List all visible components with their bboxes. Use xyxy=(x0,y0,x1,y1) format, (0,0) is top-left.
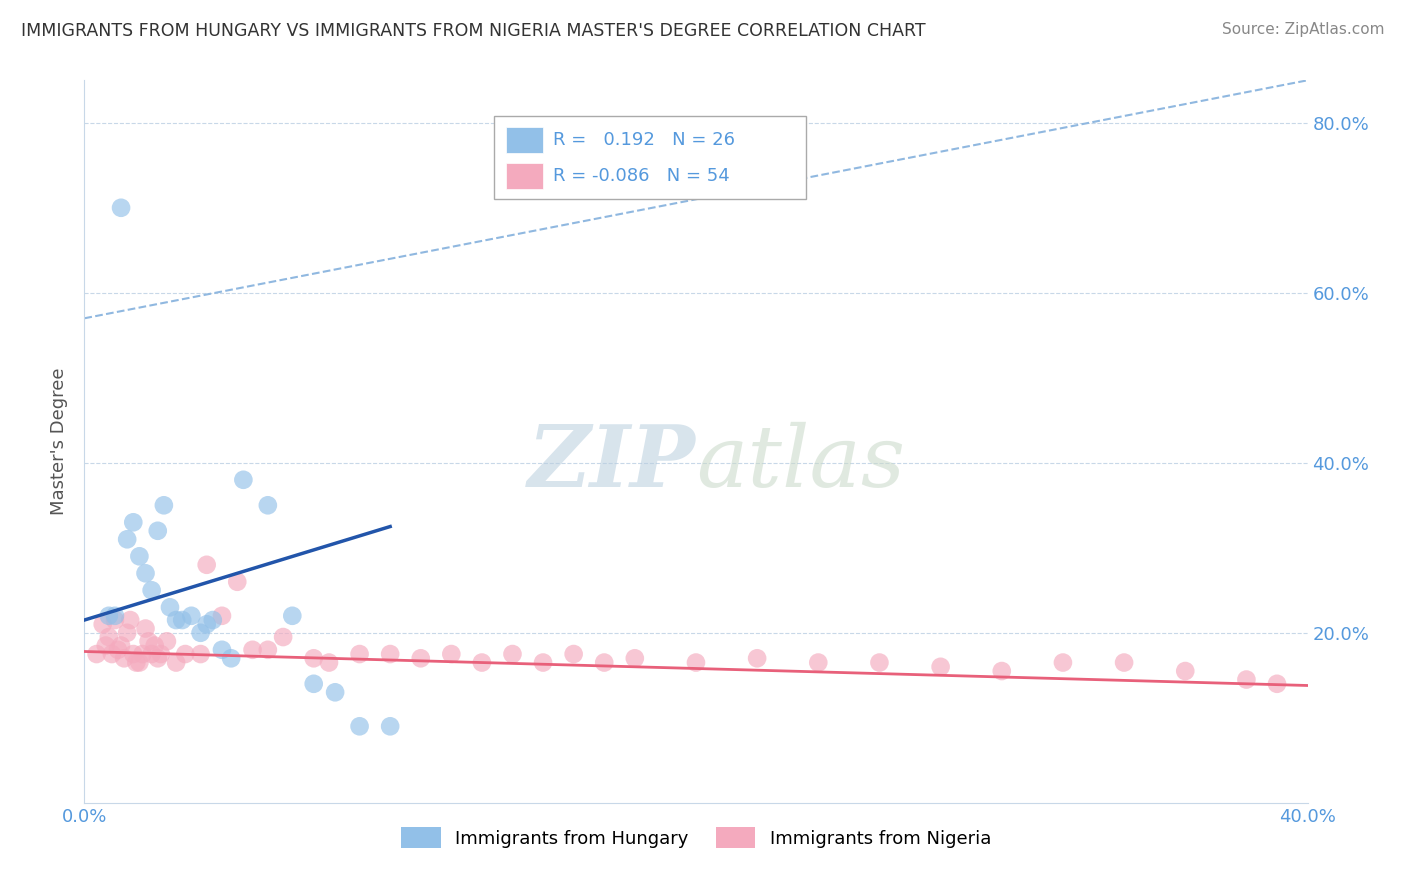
Point xyxy=(128,656,150,670)
FancyBboxPatch shape xyxy=(506,163,543,189)
Point xyxy=(1265,677,1288,691)
Legend: Immigrants from Hungary, Immigrants from Nigeria: Immigrants from Hungary, Immigrants from… xyxy=(394,820,998,855)
Point xyxy=(257,498,280,512)
Point xyxy=(101,647,124,661)
Point xyxy=(153,498,176,512)
Point xyxy=(107,642,129,657)
Point xyxy=(135,566,157,581)
Text: IMMIGRANTS FROM HUNGARY VS IMMIGRANTS FROM NIGERIA MASTER'S DEGREE CORRELATION C: IMMIGRANTS FROM HUNGARY VS IMMIGRANTS FR… xyxy=(21,22,925,40)
Point xyxy=(440,647,463,661)
Point xyxy=(190,625,212,640)
Point xyxy=(112,651,135,665)
Point xyxy=(146,524,169,538)
Point xyxy=(135,622,157,636)
Point xyxy=(122,516,145,530)
Point xyxy=(138,634,160,648)
Point xyxy=(125,656,148,670)
Point xyxy=(929,660,952,674)
Point xyxy=(226,574,249,589)
Point xyxy=(165,656,187,670)
Point xyxy=(120,613,142,627)
Point xyxy=(380,719,402,733)
Point xyxy=(174,647,197,661)
Point xyxy=(323,685,346,699)
Point xyxy=(349,647,371,661)
Point xyxy=(1174,664,1197,678)
Point xyxy=(869,656,891,670)
Point xyxy=(271,630,294,644)
Point xyxy=(180,608,202,623)
Point xyxy=(281,608,304,623)
Point xyxy=(159,600,181,615)
Point xyxy=(115,533,138,547)
Point xyxy=(747,651,769,665)
Point xyxy=(165,613,187,627)
Point xyxy=(141,647,163,661)
Point xyxy=(143,639,166,653)
Point xyxy=(149,647,172,661)
Point xyxy=(110,639,132,653)
Point xyxy=(195,617,218,632)
Point xyxy=(807,656,830,670)
Point xyxy=(201,613,224,627)
Point xyxy=(593,656,616,670)
Text: R = -0.086   N = 54: R = -0.086 N = 54 xyxy=(553,167,730,185)
Point xyxy=(219,651,242,665)
Point xyxy=(104,613,127,627)
Point xyxy=(257,642,280,657)
Point xyxy=(86,647,108,661)
Point xyxy=(531,656,554,670)
Point xyxy=(685,656,707,670)
Point xyxy=(115,625,138,640)
Point xyxy=(172,613,194,627)
Point xyxy=(562,647,585,661)
Point xyxy=(91,617,114,632)
Point xyxy=(97,608,120,623)
Point xyxy=(131,647,153,661)
Point xyxy=(146,651,169,665)
Point xyxy=(195,558,218,572)
Point xyxy=(1236,673,1258,687)
Text: ZIP: ZIP xyxy=(529,421,696,505)
FancyBboxPatch shape xyxy=(506,128,543,153)
Point xyxy=(624,651,647,665)
Point xyxy=(471,656,494,670)
Point xyxy=(409,651,432,665)
Point xyxy=(97,630,120,644)
Point xyxy=(122,647,145,661)
Point xyxy=(991,664,1014,678)
Point xyxy=(302,651,325,665)
Point xyxy=(302,677,325,691)
Point xyxy=(110,201,132,215)
Point xyxy=(232,473,254,487)
Point xyxy=(380,647,402,661)
Y-axis label: Master's Degree: Master's Degree xyxy=(51,368,69,516)
Text: atlas: atlas xyxy=(696,422,905,505)
Point xyxy=(156,634,179,648)
Point xyxy=(211,642,233,657)
Text: Source: ZipAtlas.com: Source: ZipAtlas.com xyxy=(1222,22,1385,37)
Point xyxy=(318,656,340,670)
Point xyxy=(502,647,524,661)
Text: R =   0.192   N = 26: R = 0.192 N = 26 xyxy=(553,130,735,149)
Point xyxy=(211,608,233,623)
Point xyxy=(141,583,163,598)
Point xyxy=(242,642,264,657)
Point xyxy=(1052,656,1074,670)
Point xyxy=(1114,656,1136,670)
Point xyxy=(190,647,212,661)
Point xyxy=(104,608,127,623)
Point xyxy=(128,549,150,564)
FancyBboxPatch shape xyxy=(494,117,806,200)
Point xyxy=(349,719,371,733)
Point xyxy=(94,639,117,653)
